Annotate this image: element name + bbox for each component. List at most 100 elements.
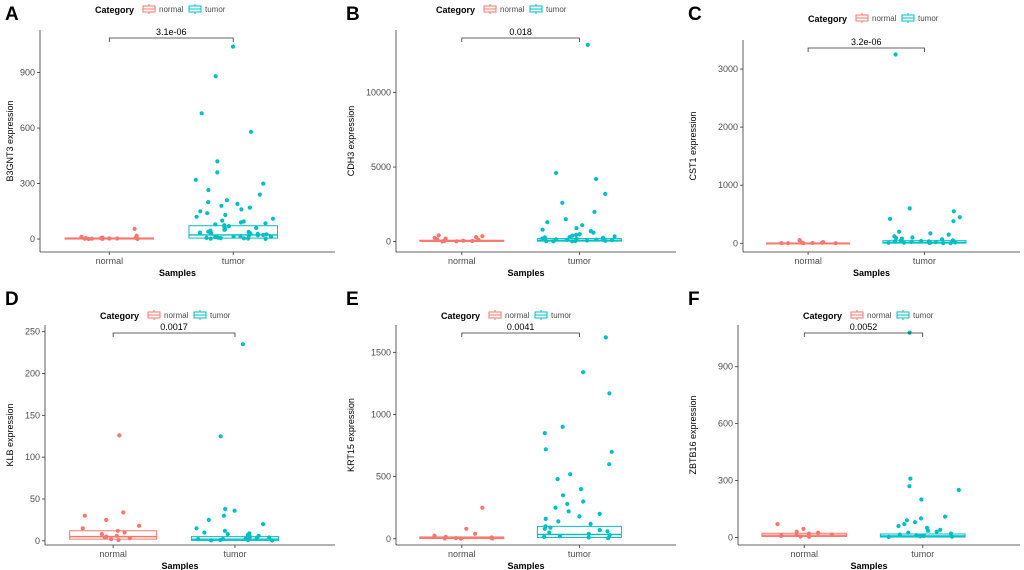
point-tumor — [605, 529, 610, 534]
point-tumor — [542, 431, 547, 436]
point-tumor — [892, 239, 897, 244]
point-normal — [816, 530, 821, 535]
point-tumor — [218, 236, 223, 241]
point-tumor — [570, 239, 575, 244]
point-tumor — [248, 129, 254, 134]
legend: Category normal tumor — [436, 4, 567, 15]
point-normal — [104, 517, 109, 522]
panel-B: B Category normal tumor 0 5000 10000 normal tumo… — [341, 0, 683, 285]
legend-key-normal — [855, 13, 869, 23]
point-tumor — [240, 342, 245, 347]
y-tick-label: 900 — [718, 362, 733, 372]
point-normal — [786, 241, 791, 246]
point-tumor — [607, 462, 612, 467]
chart-svg: A Category normal tumor 0 300 600 900 normal tumo… — [5, 4, 335, 278]
point-tumor — [213, 74, 218, 79]
point-tumor — [257, 192, 262, 197]
panel-letter: D — [5, 289, 19, 310]
point-normal — [115, 528, 120, 533]
point-normal — [461, 238, 466, 243]
point-tumor — [950, 534, 955, 539]
point-tumor — [568, 472, 573, 477]
point-tumor — [223, 506, 228, 512]
y-tick-label: 0 — [35, 536, 40, 546]
point-normal — [810, 240, 815, 246]
point-normal — [794, 529, 799, 534]
point-tumor — [218, 434, 223, 439]
point-tumor — [928, 231, 933, 236]
point-normal — [474, 235, 479, 240]
point-normal — [453, 536, 459, 541]
point-normal — [833, 241, 838, 246]
point-tumor — [886, 240, 891, 245]
point-tumor — [545, 220, 550, 225]
point-tumor — [270, 216, 275, 221]
panel-letter: C — [688, 4, 702, 25]
point-tumor — [581, 499, 586, 504]
legend-label-normal: normal — [159, 5, 184, 14]
y-axis-title: KRT15 expression — [346, 398, 356, 472]
legend-label-tumor: tumor — [546, 5, 567, 14]
y-tick-label: 1500 — [371, 347, 391, 357]
point-tumor — [933, 240, 938, 245]
point-tumor — [953, 240, 958, 245]
point-tumor — [612, 234, 617, 239]
point-tumor — [221, 513, 226, 518]
point-normal — [79, 234, 84, 239]
point-normal — [100, 236, 105, 241]
point-normal — [458, 536, 463, 541]
y-tick-label: 0 — [386, 237, 391, 247]
chart-svg: B Category normal tumor 0 5000 10000 normal tumo… — [346, 4, 676, 278]
legend-key-tumor — [193, 310, 207, 320]
chart-svg: D Category normal tumor 0 50 100 150 200 250 norma… — [5, 289, 335, 570]
point-tumor — [940, 237, 945, 242]
point-tumor — [238, 234, 243, 239]
point-tumor — [564, 237, 569, 242]
point-normal — [122, 530, 127, 535]
point-normal — [470, 238, 475, 244]
x-tick-label-tumor: tumor — [222, 256, 245, 266]
point-tumor — [574, 226, 579, 231]
point-tumor — [563, 217, 568, 222]
legend-title: Category — [803, 311, 842, 321]
legend-title: Category — [808, 14, 847, 24]
p-value-label: 0.0052 — [850, 322, 878, 332]
point-tumor — [205, 211, 210, 216]
point-tumor — [560, 200, 565, 205]
legend-label-tumor: tumor — [205, 5, 226, 14]
point-normal — [102, 535, 107, 540]
point-tumor — [597, 528, 602, 533]
point-normal — [464, 526, 469, 531]
point-tumor — [927, 240, 932, 245]
legend-label-tumor: tumor — [913, 311, 934, 320]
y-tick-label: 50 — [30, 494, 40, 504]
point-normal — [132, 226, 137, 231]
point-normal — [480, 505, 485, 510]
point-tumor — [264, 232, 269, 237]
point-tumor — [226, 224, 231, 229]
point-tumor — [597, 511, 602, 516]
point-tumor — [912, 520, 918, 525]
point-tumor — [906, 530, 911, 535]
y-tick-label: 500 — [376, 472, 391, 482]
point-normal — [819, 240, 824, 245]
point-tumor — [938, 527, 943, 532]
point-tumor — [897, 532, 902, 537]
point-tumor — [247, 205, 252, 210]
legend-key-tumor — [896, 310, 910, 320]
point-normal — [82, 236, 87, 241]
point-tumor — [560, 424, 565, 429]
point-tumor — [222, 227, 227, 232]
y-tick-label: 5000 — [371, 162, 391, 172]
point-tumor — [246, 537, 251, 543]
point-tumor — [548, 525, 553, 530]
point-tumor — [246, 236, 251, 241]
panel-C: C Category normal tumor 0 1000 2000 3000 normal t… — [683, 0, 1024, 285]
chart-svg: C Category normal tumor 0 1000 2000 3000 normal t… — [688, 4, 1020, 278]
point-normal — [135, 236, 140, 241]
point-tumor — [206, 187, 211, 193]
point-tumor — [224, 198, 229, 203]
y-axis-title: KLB expression — [5, 403, 15, 466]
y-tick-label: 10000 — [366, 88, 391, 98]
significance-bracket — [461, 332, 580, 337]
